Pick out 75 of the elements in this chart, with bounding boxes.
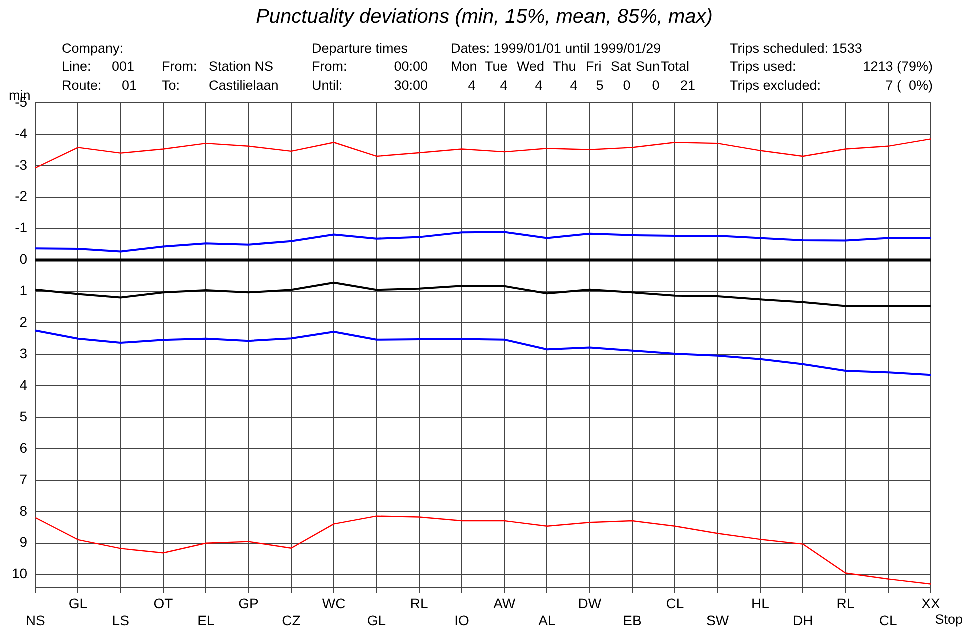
text: 7 ( 0%) — [886, 78, 933, 94]
text: Until: — [312, 78, 343, 94]
x-tick-label: HL — [751, 596, 770, 612]
text: From: — [162, 59, 198, 75]
x-tick-label: LS — [112, 612, 130, 628]
y-tick-label: -1 — [15, 220, 28, 236]
x-tick-label: OT — [154, 596, 174, 612]
x-tick-label: GP — [238, 596, 259, 612]
x-tick-label: DW — [578, 596, 602, 612]
text: Mon — [451, 59, 478, 75]
text: Line: — [62, 59, 92, 75]
text: Route: — [62, 78, 102, 94]
y-tick-label: -2 — [15, 188, 28, 204]
x-tick-label: SW — [706, 612, 730, 628]
x-tick-label: EB — [623, 612, 642, 628]
text: 01 — [122, 78, 138, 94]
text: Sun — [636, 59, 660, 75]
y-tick-label: -3 — [15, 156, 28, 173]
text: Thu — [553, 59, 576, 75]
x-tick-label: AW — [494, 596, 516, 612]
text: 00:00 — [394, 59, 428, 75]
text: 4 — [500, 78, 508, 94]
y-tick-label: 4 — [20, 376, 28, 393]
y-tick-label: 5 — [20, 408, 28, 424]
text: Castilielaan — [209, 78, 279, 94]
x-tick-label: IO — [454, 612, 470, 628]
y-tick-label: 8 — [20, 502, 28, 519]
text: Tue — [485, 59, 508, 75]
x-tick-label: RL — [836, 596, 855, 612]
text: 4 — [468, 78, 476, 94]
y-tick-label: 2 — [20, 314, 28, 330]
x-tick-label: CZ — [282, 612, 302, 628]
text: Sat — [611, 59, 632, 75]
y-tick-label: 7 — [20, 471, 28, 488]
text: Fri — [586, 59, 602, 75]
text: 21 — [680, 78, 696, 94]
text: 001 — [112, 59, 135, 75]
x-tick-label: AL — [538, 612, 556, 628]
text: Total — [661, 59, 690, 75]
text: From: — [312, 59, 348, 75]
y-tick-label: 0 — [20, 251, 28, 268]
text: To: — [162, 78, 180, 94]
text: 30:00 — [394, 78, 428, 94]
y-tick-label: 6 — [20, 440, 28, 456]
y-tick-label: 10 — [12, 566, 28, 582]
x-tick-label: CL — [879, 612, 898, 628]
x-tick-label: EL — [198, 612, 215, 628]
text: 0 — [652, 78, 660, 94]
y-tick-label: 1 — [20, 282, 28, 299]
y-tick-label: 9 — [20, 534, 28, 550]
chart-title: Punctuality deviations (min, 15%, mean, 85%, max) — [255, 6, 714, 29]
y-tick-label: 3 — [20, 345, 28, 362]
text: Wed — [517, 59, 545, 75]
x-tick-label: GL — [367, 612, 386, 628]
text: Station NS — [209, 59, 274, 75]
y-tick-label: -4 — [15, 125, 28, 142]
text: Departure times — [312, 41, 408, 57]
text: 4 — [570, 78, 578, 94]
text: Trips used: — [730, 59, 796, 75]
x-tick-label: WC — [322, 596, 346, 612]
text: 5 — [596, 78, 604, 94]
x-tick-label: NS — [26, 612, 46, 628]
x-axis-title: Stop — [935, 612, 963, 627]
text: Trips excluded: — [730, 78, 822, 94]
x-tick-label: DH — [792, 612, 814, 628]
x-tick-label: XX — [922, 596, 941, 612]
text: 4 — [535, 78, 543, 94]
x-tick-label: GL — [68, 596, 88, 612]
text: 1213 (79%) — [863, 59, 933, 75]
x-tick-label: CL — [666, 596, 684, 612]
text: Company: — [62, 41, 124, 57]
text: 0 — [623, 78, 631, 94]
text: Trips scheduled: 1533 — [730, 41, 862, 57]
x-tick-label: RL — [410, 596, 428, 612]
text: Dates: 1999/01/01 until 1999/01/29 — [451, 41, 662, 57]
